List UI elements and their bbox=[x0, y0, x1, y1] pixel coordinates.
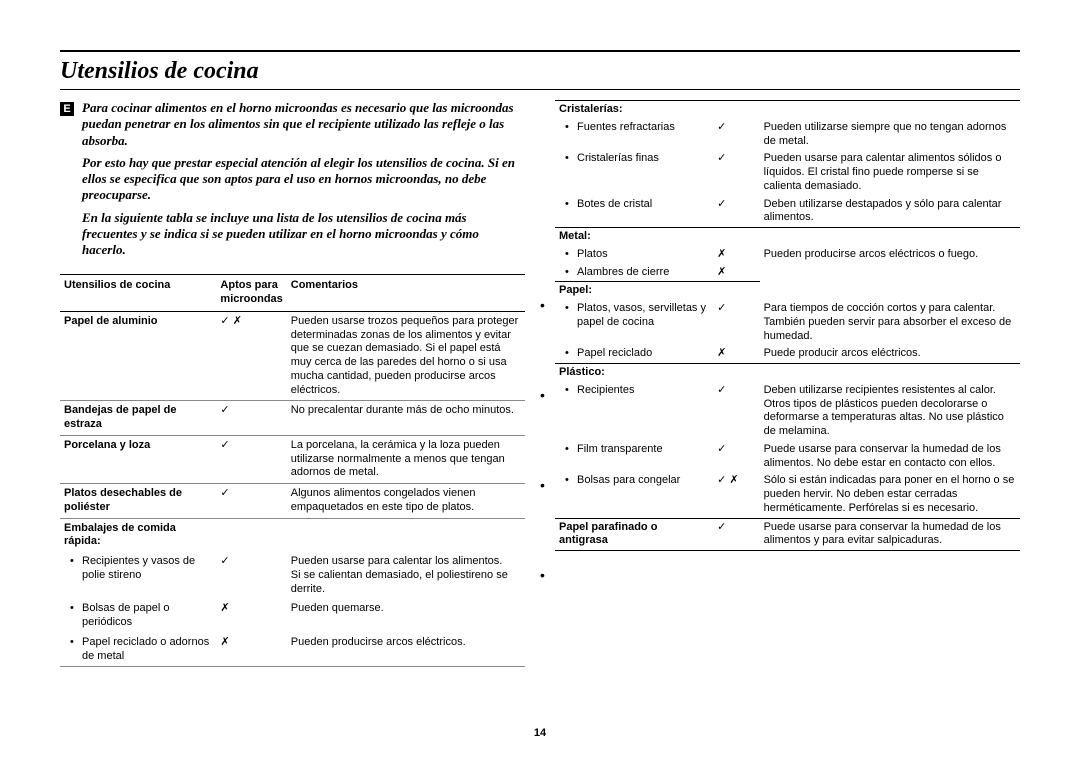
page-title: Utensilios de cocina bbox=[60, 58, 1020, 85]
table-row: Platos desechables de poliéster✓Algunos … bbox=[60, 484, 525, 519]
top-rule bbox=[60, 50, 1020, 52]
th-comment: Comentarios bbox=[287, 275, 525, 312]
table-row: Papel reciclado o adornos de metal✗Puede… bbox=[60, 633, 525, 667]
table-row: Platos✗Pueden producirse arcos eléctrico… bbox=[555, 246, 1020, 264]
table-row: Bandejas de papel de estraza✓No precalen… bbox=[60, 401, 525, 436]
utensils-table-right: Cristalerías: Fuentes refractarias✓Puede… bbox=[555, 100, 1020, 551]
table-row: Fuentes refractarias✓Pueden utilizarse s… bbox=[555, 119, 1020, 151]
table-row: Recipientes✓Deben utilizarse recipientes… bbox=[555, 382, 1020, 441]
table-row: Bolsas de papel o periódicos✗Pueden quem… bbox=[60, 599, 525, 633]
table-row: Bolsas para congelar✓ ✗Sólo si están ind… bbox=[555, 472, 1020, 518]
section-head: Plástico: bbox=[555, 364, 1020, 382]
th-utensil: Utensilios de cocina bbox=[60, 275, 216, 312]
table-row: Platos, vasos, servilletas y papel de co… bbox=[555, 300, 1020, 345]
table-row: Botes de cristal✓Deben utilizarse destap… bbox=[555, 196, 1020, 228]
table-row: Papel de aluminio✓ ✗Pueden usarse trozos… bbox=[60, 311, 525, 401]
binding-dots: •••• bbox=[540, 260, 545, 620]
intro-p2: Por esto hay que prestar especial atenci… bbox=[82, 155, 525, 204]
table-row: Porcelana y loza✓La porcelana, la cerámi… bbox=[60, 435, 525, 483]
table-row: Papel parafinado o antigrasa✓Puede usars… bbox=[555, 518, 1020, 551]
table-row: Recipientes y vasos de polie stireno✓Pue… bbox=[60, 552, 525, 599]
intro-p1: Para cocinar alimentos en el horno micro… bbox=[82, 100, 525, 149]
utensils-table-left: Utensilios de cocina Aptos para microond… bbox=[60, 274, 525, 667]
left-column: E Para cocinar alimentos en el horno mic… bbox=[60, 100, 525, 667]
intro-text: Para cocinar alimentos en el horno micro… bbox=[82, 100, 525, 264]
section-head: Metal: bbox=[555, 228, 1020, 246]
intro-p3: En la siguiente tabla se incluye una lis… bbox=[82, 210, 525, 259]
title-underline bbox=[60, 89, 1020, 90]
page-number: 14 bbox=[0, 727, 1080, 739]
th-apt: Aptos para microondas bbox=[216, 275, 286, 312]
right-column: Cristalerías: Fuentes refractarias✓Puede… bbox=[555, 100, 1020, 667]
table-row: Cristalerías finas✓Pueden usarse para ca… bbox=[555, 150, 1020, 195]
table-row: Film transparente✓Puede usarse para cons… bbox=[555, 441, 1020, 473]
section-head: Papel: bbox=[555, 282, 1020, 300]
section-head: Cristalerías: bbox=[555, 101, 1020, 119]
lang-badge: E bbox=[60, 102, 74, 116]
table-row: Papel reciclado✗Puede producir arcos elé… bbox=[555, 345, 1020, 363]
section-head: Embalajes de comida rápida: bbox=[60, 518, 525, 552]
